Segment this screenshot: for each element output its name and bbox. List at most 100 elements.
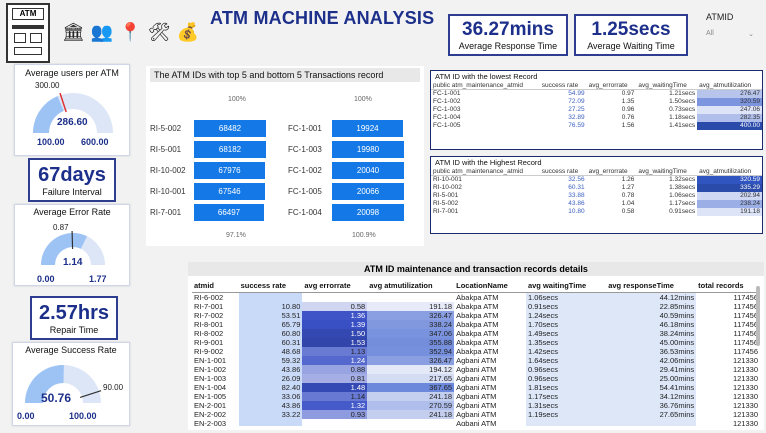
details-row[interactable]: EN-2-003 Agbani ATM 121330 xyxy=(192,418,760,427)
column-header[interactable]: avg waitingTime xyxy=(525,280,607,293)
details-cell: Abakpa ATM xyxy=(456,319,499,329)
gauge-error-fill xyxy=(41,233,87,265)
details-row[interactable]: RI-6-002 Abakpa ATM 1.06secs 44.12mins 11745… xyxy=(192,292,760,302)
table-cell: RI-10-001 xyxy=(433,176,462,183)
details-cell: 38.24mins xyxy=(606,328,697,338)
details-cell: EN-2-003 xyxy=(194,418,227,427)
location-icon[interactable]: 📍 xyxy=(119,22,142,42)
bar-row: RI-5-002 68482 xyxy=(150,118,274,139)
column-header[interactable]: LocationName xyxy=(454,280,526,293)
table-cell: 27.25 xyxy=(568,106,585,113)
details-cell: 1.35secs xyxy=(525,337,607,347)
details-cell: 0.96secs xyxy=(525,364,607,374)
column-header[interactable]: avg_errorrate xyxy=(586,82,637,90)
bank-icon[interactable]: 🏛 xyxy=(62,22,85,42)
column-header[interactable]: public atm_maintenance_atmid xyxy=(431,82,540,90)
details-cell: 0.58 xyxy=(302,301,368,311)
table-row: FC-1-005 76.59 1.56 1.41secs 400.00 xyxy=(431,122,762,130)
table-header-row: public atm_maintenance_atmid success rate… xyxy=(431,82,762,90)
gauge-error-title: Average Error Rate xyxy=(33,207,111,217)
tools-chart-icon[interactable]: 🛠 xyxy=(147,22,171,42)
table-cell: 0.76 xyxy=(621,114,635,121)
details-cell: 1.14 xyxy=(302,391,368,401)
bar[interactable]: 20098 xyxy=(332,204,404,221)
details-row[interactable]: RI-9-001 60.31 1.53 355.88 Abakpa ATM 1.35sec… xyxy=(192,337,760,347)
table-cell: 0.73secs xyxy=(669,106,696,113)
details-row[interactable]: EN-2-002 33.22 0.93 241.18 Agbani ATM 1.19sec… xyxy=(192,409,760,419)
column-header[interactable]: success rate xyxy=(539,82,587,90)
table-cell: 32.89 xyxy=(568,114,585,121)
gauge-users-min: 100.00 xyxy=(37,137,65,147)
details-cell: 0.91secs xyxy=(525,301,607,311)
table-cell: 60.31 xyxy=(568,184,585,191)
coins-chart-icon[interactable]: 💰 xyxy=(176,22,199,42)
details-cell: 36.53mins xyxy=(606,346,697,356)
kpi-waiting-time: 1.25secs Average Waiting Time xyxy=(574,14,688,56)
details-row[interactable]: EN-1-003 26.09 0.81 217.65 Agbani ATM 0.96sec… xyxy=(192,373,760,383)
table-cell: 33.88 xyxy=(568,192,585,199)
table-row: FC-1-004 32.89 0.76 1.18secs 282.35 xyxy=(431,114,762,122)
bar-row: FC-1-002 20040 xyxy=(288,160,418,181)
bar[interactable]: 19924 xyxy=(332,120,403,137)
details-cell: 117456 xyxy=(733,292,758,302)
column-header[interactable]: avg atmutilization xyxy=(367,280,455,293)
details-row[interactable]: EN-1-001 59.32 1.24 326.47 Agbani ATM 1.64sec… xyxy=(192,355,760,365)
details-cell: 338.24 xyxy=(367,319,455,329)
details-row[interactable]: RI-8-001 65.79 1.39 338.24 Abakpa ATM 1.70sec… xyxy=(192,319,760,329)
column-header[interactable]: avg_atmutilization xyxy=(697,168,762,176)
details-cell: 121330 xyxy=(732,418,758,427)
details-cell: 1.39 xyxy=(302,319,368,329)
details-row[interactable]: RI-7-001 10.80 0.58 191.18 Abakpa ATM 0.91sec… xyxy=(192,301,760,311)
nav-icons: 🏛 👥 📍 🛠 💰 xyxy=(62,22,199,42)
details-scrollbar[interactable] xyxy=(756,286,760,346)
column-header[interactable]: total records xyxy=(696,280,760,293)
details-cell: 117456 xyxy=(733,346,758,356)
users-icon[interactable]: 👥 xyxy=(90,22,114,42)
bar[interactable]: 20040 xyxy=(332,162,404,179)
column-header[interactable]: avg_waitingTime xyxy=(636,168,698,176)
bar-row: RI-7-001 66497 xyxy=(150,202,274,223)
bar[interactable]: 68482 xyxy=(194,120,266,137)
details-row[interactable]: RI-7-002 53.51 1.36 326.47 Abakpa ATM 1.24sec… xyxy=(192,310,760,320)
details-cell: EN-1-003 xyxy=(194,373,227,383)
chevron-down-icon: ⌄ xyxy=(748,31,754,38)
column-header[interactable]: atmid xyxy=(192,280,239,293)
details-cell: 0.88 xyxy=(302,364,368,374)
details-row[interactable]: EN-2-001 43.86 1.32 270.59 Agbani ATM 1.31sec… xyxy=(192,400,760,410)
column-header[interactable]: avg_errorrate xyxy=(586,168,637,176)
bar[interactable]: 67976 xyxy=(194,162,265,179)
bar[interactable]: 20066 xyxy=(332,183,404,200)
column-header[interactable]: public atm_maintenance_atmid xyxy=(431,168,540,176)
column-header[interactable]: avg responseTime xyxy=(606,280,697,293)
bar[interactable]: 67546 xyxy=(194,183,265,200)
column-header[interactable]: success rate xyxy=(539,168,587,176)
bar[interactable]: 19980 xyxy=(332,141,404,158)
details-cell: 194.12 xyxy=(367,364,455,374)
details-row[interactable]: EN-1-005 33.06 1.14 241.18 Agbani ATM 1.17sec… xyxy=(192,391,760,401)
atmid-slicer[interactable]: ATMID All ⌄ xyxy=(706,12,762,44)
details-row[interactable]: RI-9-002 48.68 1.13 352.94 Abakpa ATM 1.42sec… xyxy=(192,346,760,356)
column-header[interactable]: avg_waitingTime xyxy=(636,82,698,90)
bar[interactable]: 68182 xyxy=(194,141,266,158)
bar[interactable]: 66497 xyxy=(194,204,264,221)
details-row[interactable]: EN-1-002 43.86 0.88 194.12 Agbani ATM 0.96sec… xyxy=(192,364,760,374)
column-header[interactable]: success rate xyxy=(238,280,303,293)
gauge-success-max: 100.00 xyxy=(69,411,97,421)
details-cell: RI-6-002 xyxy=(194,292,224,302)
details-cell: 121330 xyxy=(732,382,758,392)
details-cell: 121330 xyxy=(732,364,758,374)
details-cell xyxy=(238,292,303,302)
gauge-error-value: 1.14 xyxy=(63,257,83,268)
slicer-dropdown[interactable]: All ⌄ xyxy=(706,30,754,38)
details-row[interactable]: EN-1-004 82.40 1.48 367.65 Agbani ATM 1.81sec… xyxy=(192,382,760,392)
table-cell: 1.38secs xyxy=(669,184,696,191)
column-header[interactable]: avg_atmutilization xyxy=(697,82,762,90)
details-cell: 121330 xyxy=(732,391,758,401)
column-header[interactable]: avg errorrate xyxy=(302,280,368,293)
details-cell: 36.76mins xyxy=(606,400,697,410)
details-cell: Abakpa ATM xyxy=(456,346,499,356)
table-row: RI-10-002 60.31 1.27 1.38secs 335.29 xyxy=(431,184,762,192)
gauge-users-chart xyxy=(33,92,113,133)
details-cell: 0.96secs xyxy=(525,373,607,383)
details-row[interactable]: RI-8-002 60.80 1.50 347.06 Abakpa ATM 1.49sec… xyxy=(192,328,760,338)
